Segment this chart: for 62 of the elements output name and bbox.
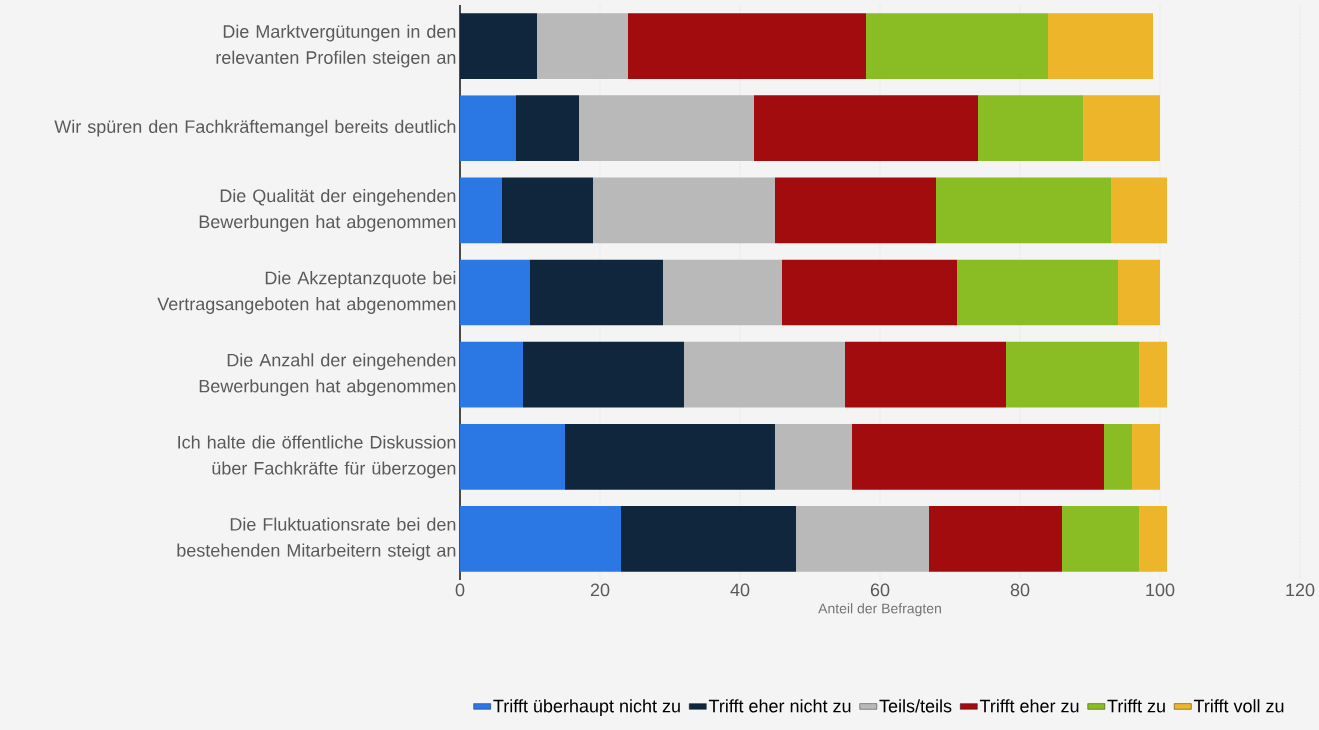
x-tick-label: 60 xyxy=(870,583,890,597)
bar xyxy=(796,506,929,572)
bar xyxy=(593,177,775,244)
bar xyxy=(628,13,866,79)
bar xyxy=(936,177,1111,244)
bar xyxy=(1048,13,1153,79)
x-axis-title: Anteil der Befragten xyxy=(818,603,941,617)
bar xyxy=(523,341,685,408)
bar xyxy=(775,423,853,490)
x-tick-label: 100 xyxy=(1146,583,1175,597)
bar xyxy=(775,177,936,244)
bar xyxy=(502,177,593,244)
bar xyxy=(530,259,664,326)
x-tick-label: 80 xyxy=(1010,583,1030,597)
bar xyxy=(852,423,1104,490)
bar xyxy=(537,13,628,79)
x-tick-label: 0 xyxy=(455,583,465,597)
bar xyxy=(1104,423,1132,490)
legend-label: Trifft zu xyxy=(1107,699,1165,713)
bar xyxy=(978,95,1083,162)
bar xyxy=(1118,259,1160,326)
y-tick-label: Wir spüren den Fachkräftemangel bereits deutlich xyxy=(54,119,456,137)
y-tick-label: Ich halte die öffentliche Diskussion über Fachkräfte für überzogen xyxy=(178,435,456,479)
bar xyxy=(565,423,775,490)
bar xyxy=(621,506,796,572)
bar xyxy=(460,177,502,244)
bar xyxy=(1062,506,1139,572)
bar xyxy=(460,95,517,162)
bar xyxy=(845,341,1006,408)
y-tick-label: Die Fluktuationsrate bei den bestehenden Mitarbeitern steigt an xyxy=(177,517,456,561)
x-tick-label: 40 xyxy=(730,583,750,597)
legend-label: Trifft eher nicht zu xyxy=(708,699,851,713)
bar xyxy=(460,13,538,79)
bar xyxy=(866,13,1048,79)
x-tick-label: 20 xyxy=(590,583,610,597)
bar xyxy=(516,95,580,162)
bar xyxy=(663,259,782,326)
bar xyxy=(957,259,1118,326)
bar xyxy=(1139,341,1167,408)
bar xyxy=(929,506,1062,572)
bar xyxy=(1111,177,1167,244)
legend-label: Trifft überhaupt nicht zu xyxy=(493,699,680,716)
y-tick-label: Die Qualität der eingehenden Bewerbungen hat abgenommen xyxy=(199,188,456,232)
x-tick-label: 120 xyxy=(1286,583,1315,597)
bar xyxy=(460,506,622,572)
legend-label: Trifft eher zu xyxy=(979,699,1079,713)
bar xyxy=(460,259,530,326)
bar xyxy=(460,341,523,408)
y-tick-label: Die Anzahl der eingehenden Bewerbungen hat abgenommen xyxy=(199,353,456,397)
bar xyxy=(1083,95,1160,162)
bar xyxy=(782,259,957,326)
legend-label: Trifft voll zu xyxy=(1193,699,1284,713)
bar xyxy=(460,423,565,490)
bar xyxy=(579,95,754,162)
y-tick-label: Die Akzeptanzquote bei Vertragsangeboten hat abgenommen xyxy=(157,271,456,314)
bar xyxy=(1006,341,1139,408)
bar xyxy=(684,341,845,408)
bar xyxy=(1132,423,1160,490)
bar xyxy=(754,95,978,162)
bar xyxy=(1139,506,1167,572)
legend-label: Teils/teils xyxy=(879,699,952,713)
y-tick-label: Die Marktvergütungen in den relevanten Profilen steigen an xyxy=(216,24,456,68)
